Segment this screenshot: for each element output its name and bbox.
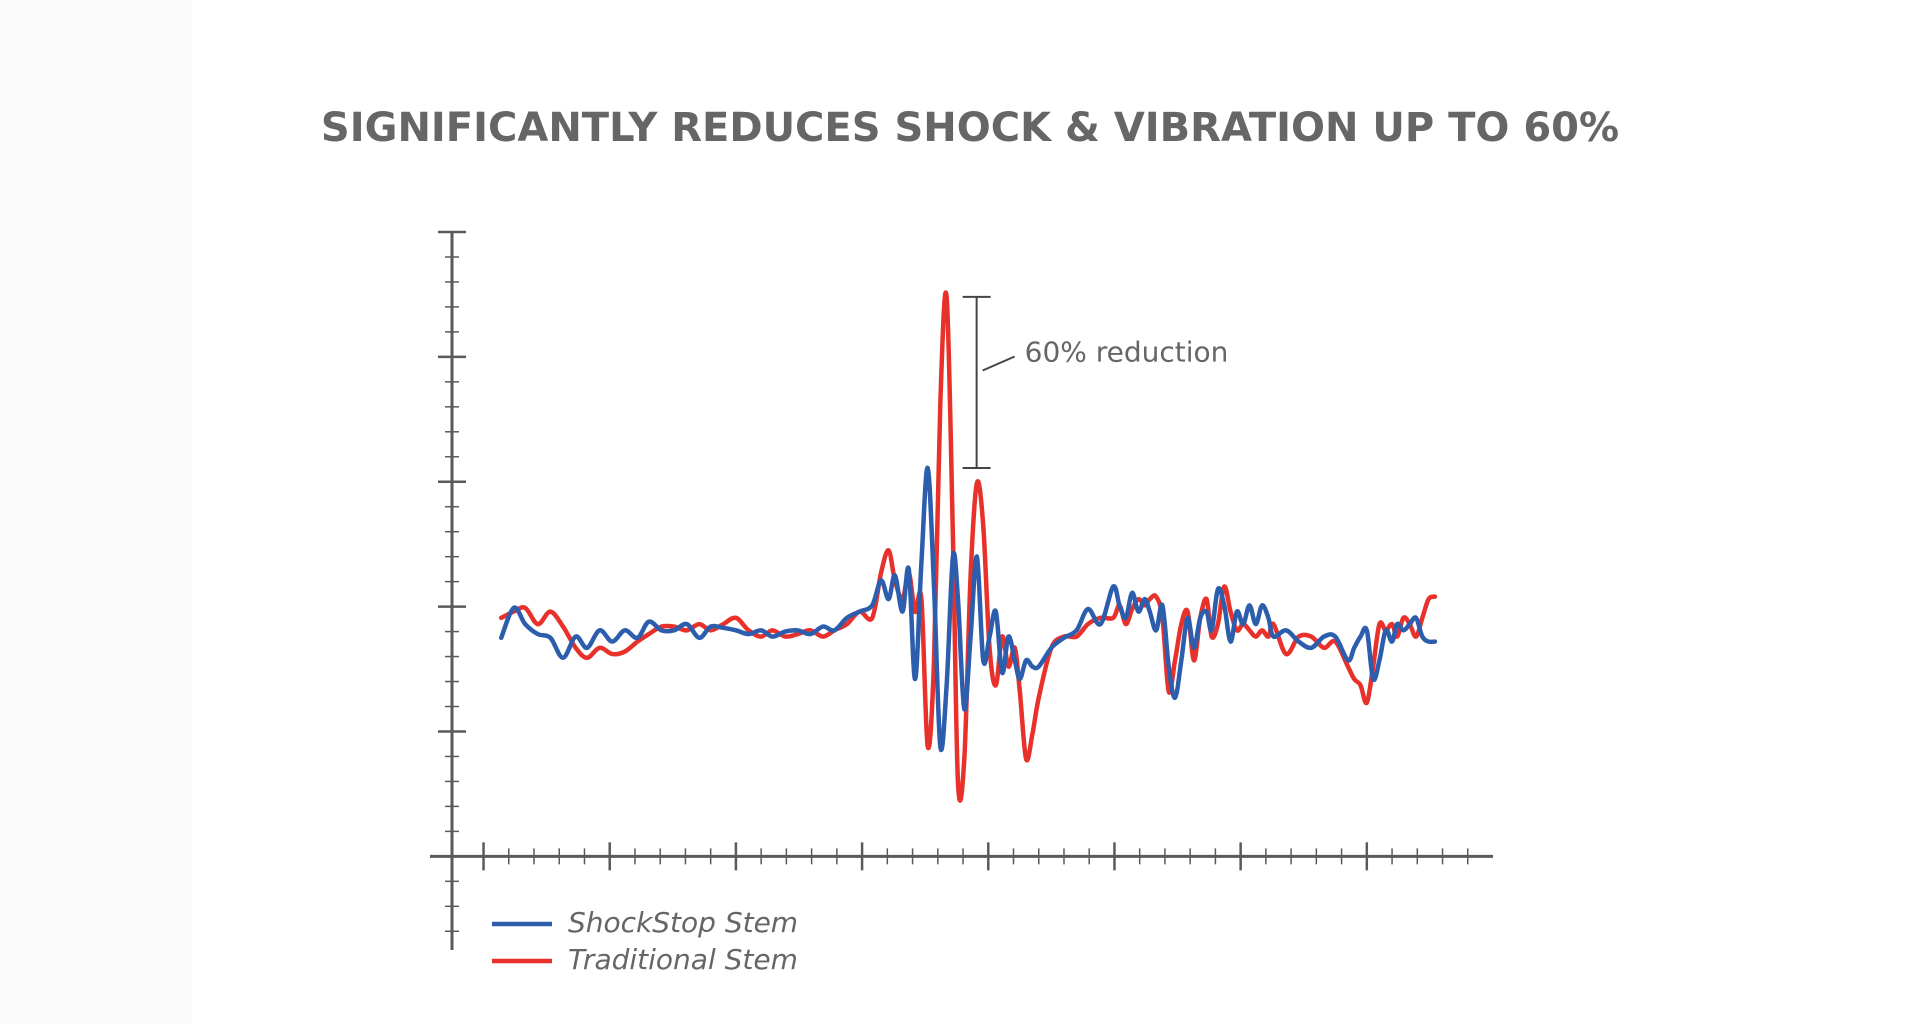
series-line bbox=[498, 465, 1438, 752]
reduction-bracket bbox=[962, 295, 991, 470]
margin bbox=[0, 0, 192, 1024]
annotation-leader bbox=[982, 355, 1016, 372]
legend-label: Traditional Stem bbox=[568, 943, 798, 976]
chart-title: SIGNIFICANTLY REDUCES SHOCK & VIBRATION … bbox=[321, 105, 1619, 151]
series-line bbox=[498, 290, 1438, 803]
legend-label: ShockStop Stem bbox=[568, 906, 798, 939]
annotation-text: 60% reduction bbox=[1025, 335, 1229, 368]
panel bbox=[192, 0, 1905, 1024]
